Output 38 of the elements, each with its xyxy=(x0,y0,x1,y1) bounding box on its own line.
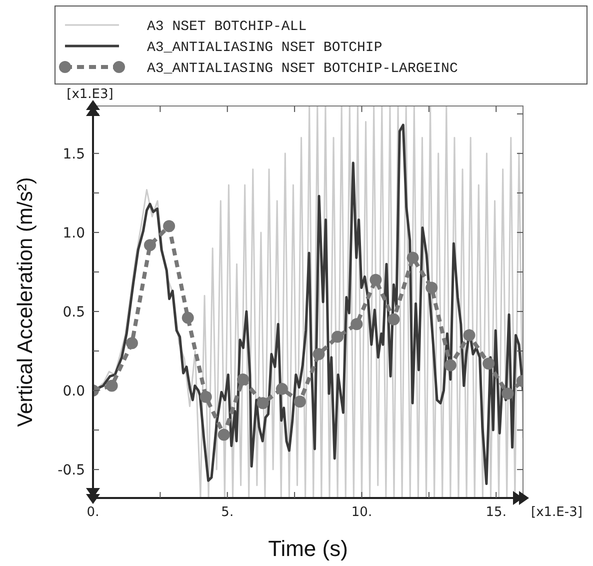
y-tick-label: 1.5 xyxy=(62,146,85,162)
point xyxy=(276,382,288,395)
legend-label: A3_ANTIALIASING NSET BOTCHIP-LARGEINC xyxy=(147,61,458,77)
legend-label: A3_ANTIALIASING NSET BOTCHIP xyxy=(147,40,382,56)
text: [x1.E-3] xyxy=(531,505,582,520)
point xyxy=(388,313,400,326)
x-axis-title: Time (s) xyxy=(268,536,348,561)
point xyxy=(463,329,476,342)
point xyxy=(256,397,269,410)
point xyxy=(426,282,438,294)
point xyxy=(182,312,194,324)
y-tick-label: 0.5 xyxy=(62,304,85,320)
y-tick-label: -0.5 xyxy=(58,462,85,479)
text: [x1.E3] xyxy=(66,87,114,102)
point xyxy=(444,359,456,372)
point xyxy=(502,388,514,400)
point xyxy=(406,252,419,264)
point xyxy=(370,274,382,286)
x-tick-label: 15. xyxy=(486,505,506,520)
point xyxy=(163,220,176,232)
x-tick-label: 10. xyxy=(351,505,372,520)
point xyxy=(218,428,230,441)
point xyxy=(482,358,495,370)
point xyxy=(294,396,306,408)
y-tick-label: 1.0 xyxy=(62,225,85,242)
point xyxy=(144,239,156,252)
point xyxy=(350,318,363,330)
point xyxy=(236,373,249,386)
point xyxy=(106,380,118,392)
point xyxy=(312,348,325,360)
point xyxy=(332,330,344,343)
point xyxy=(200,390,212,403)
legend-label: A3 NSET BOTCHIP-ALL xyxy=(147,19,307,35)
point xyxy=(126,337,138,350)
x-tick-label: 0. xyxy=(86,505,100,520)
y-tick-label: 0.0 xyxy=(62,384,85,400)
x-tick-label: 5. xyxy=(221,505,234,520)
y-axis-title: Vertical Acceleration (m/s²) xyxy=(14,177,37,427)
